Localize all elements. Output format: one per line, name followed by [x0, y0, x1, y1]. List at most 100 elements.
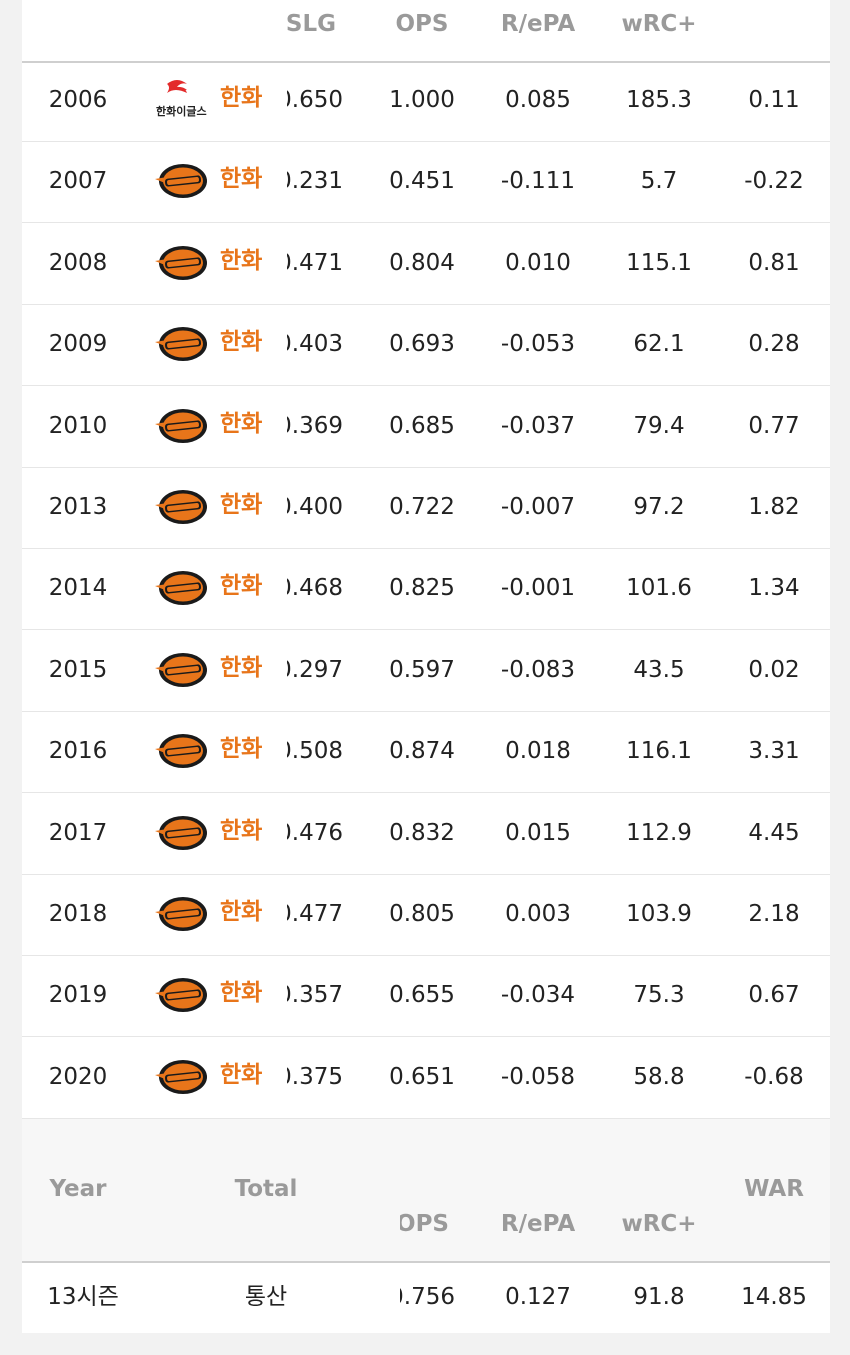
- slg: 0.357: [287, 982, 343, 1009]
- slg: 0.400: [287, 494, 343, 520]
- team-logo: [155, 490, 207, 524]
- wrc: 62.1: [633, 331, 685, 358]
- war: -0.68: [744, 1063, 804, 1090]
- war: 0.11: [748, 87, 800, 113]
- year: 2008: [48, 249, 108, 276]
- year: 2009: [48, 331, 108, 358]
- slg-clip: 0.297: [287, 655, 343, 685]
- ops: 0.832: [389, 819, 455, 846]
- footer-rule: [22, 1261, 830, 1263]
- header-slg: SLG: [287, 11, 336, 37]
- team-logo: [167, 80, 187, 93]
- slg-clip: 0.477: [287, 899, 343, 929]
- slg-clip: 0.650: [287, 85, 343, 115]
- row-rule: [22, 467, 830, 468]
- slg-clip: 0.476: [287, 818, 343, 848]
- year: 2019: [48, 982, 108, 1009]
- repa: -0.034: [500, 982, 576, 1009]
- wrc: 101.6: [626, 575, 692, 602]
- team-logo: [155, 1059, 207, 1094]
- repa: -0.007: [500, 494, 576, 520]
- ops: 0.651: [389, 1063, 455, 1090]
- slg-clip: 0.369: [287, 411, 343, 441]
- slg: 0.231: [287, 168, 343, 195]
- wrc: 97.2: [633, 494, 685, 520]
- repa: 0.085: [505, 87, 571, 113]
- ops: 0.825: [389, 575, 455, 602]
- slg: 0.369: [287, 412, 343, 439]
- slg: 0.650: [287, 87, 343, 113]
- team-logo: [155, 327, 207, 362]
- header-slg-clip: SLG: [287, 9, 336, 39]
- table-panel: [22, 0, 830, 1118]
- team-name: 한화: [220, 166, 263, 193]
- year: 2006: [48, 87, 108, 113]
- war: 1.82: [748, 494, 800, 520]
- team-name: 한화: [220, 410, 263, 437]
- war: -0.22: [744, 168, 804, 195]
- repa: -0.037: [500, 412, 576, 439]
- team-logo: [155, 652, 207, 687]
- repa: -0.111: [500, 168, 576, 195]
- wrc: 79.4: [633, 412, 685, 439]
- year: 2015: [48, 656, 108, 683]
- war: 1.34: [748, 575, 800, 602]
- row-rule: [22, 222, 830, 223]
- war: 0.67: [748, 982, 800, 1009]
- war: 3.31: [748, 738, 800, 765]
- header-ops: OPS: [395, 11, 449, 37]
- war: 0.81: [748, 249, 800, 276]
- war: 0.77: [748, 412, 800, 439]
- war: 0.02: [748, 656, 800, 683]
- ops: 0.597: [389, 656, 455, 683]
- footer-year: Year: [49, 1176, 107, 1202]
- row-rule: [22, 711, 830, 712]
- wrc: 43.5: [633, 656, 685, 683]
- total-team: 통산: [244, 1284, 288, 1310]
- slg-clip: 0.357: [287, 980, 343, 1010]
- row-rule: [22, 955, 830, 956]
- team-name: 한화: [220, 85, 263, 111]
- team-logo: [155, 408, 207, 443]
- slg-clip: 0.400: [287, 492, 343, 522]
- row-rule: [22, 141, 830, 142]
- team-logo: [155, 734, 207, 769]
- repa: -0.053: [500, 331, 576, 358]
- repa: -0.083: [500, 656, 576, 683]
- team-name: 한화: [220, 899, 263, 925]
- slg: 0.471: [287, 249, 343, 276]
- team-name: 한화: [220, 492, 263, 518]
- ops: 0.693: [389, 331, 455, 358]
- ops: 0.722: [389, 494, 455, 520]
- header-repa: R/ePA: [500, 11, 576, 37]
- footer-ops-clip: OPS: [400, 1209, 449, 1239]
- team-logo: [155, 245, 207, 280]
- ops: 0.655: [389, 982, 455, 1009]
- team-name: 한화: [220, 817, 263, 844]
- row-rule: [22, 629, 830, 630]
- slg: 0.468: [287, 575, 343, 602]
- total-repa: 0.127: [505, 1284, 571, 1310]
- footer-war: WAR: [744, 1176, 804, 1202]
- ops: 0.451: [389, 168, 455, 195]
- repa: -0.058: [500, 1063, 576, 1090]
- row-rule: [22, 792, 830, 793]
- year: 2010: [48, 412, 108, 439]
- slg: 0.477: [287, 901, 343, 927]
- team-logo: [155, 815, 207, 850]
- wrc: 75.3: [633, 982, 685, 1009]
- repa: 0.010: [505, 249, 571, 276]
- year: 2007: [48, 168, 108, 195]
- total-war: 14.85: [741, 1284, 807, 1310]
- slg: 0.403: [287, 331, 343, 358]
- repa: 0.003: [505, 901, 571, 927]
- team-name: 한화: [220, 654, 263, 681]
- row-rule: [22, 874, 830, 875]
- year: 2016: [48, 738, 108, 765]
- slg-clip: 0.375: [287, 1062, 343, 1092]
- footer-ops: OPS: [400, 1211, 449, 1237]
- year: 2017: [48, 819, 108, 846]
- logo-text: 한화이글스: [156, 105, 207, 118]
- team-name: 한화: [220, 980, 263, 1007]
- slg-clip: 0.468: [287, 573, 343, 603]
